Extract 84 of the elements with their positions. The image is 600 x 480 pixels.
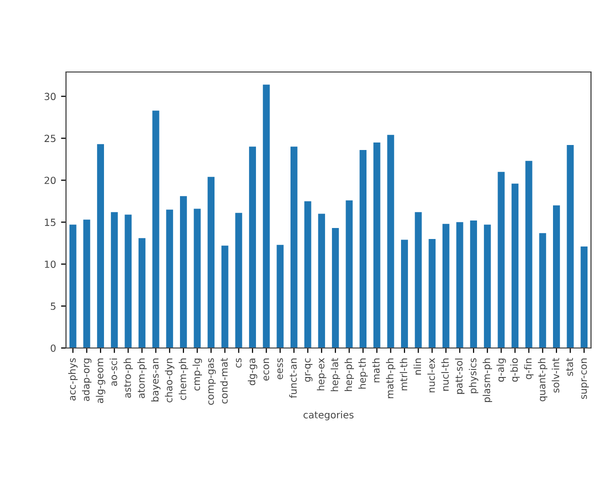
- bar: [525, 160, 532, 348]
- x-tick-label: patt-sol: [455, 358, 464, 394]
- bar: [401, 240, 408, 348]
- bar: [262, 84, 270, 348]
- x-tick-label: gr-qc: [305, 358, 312, 382]
- bar: [235, 212, 242, 348]
- x-tick-label: cmp-lg: [192, 358, 202, 391]
- x-tick-label: plasm-ph: [482, 358, 492, 402]
- x-tick-label: nucl-ex: [427, 358, 435, 392]
- bar: [442, 224, 450, 348]
- bar: [512, 184, 518, 348]
- x-tick-label: astro-ph: [123, 358, 133, 398]
- bar: [110, 212, 118, 348]
- x-tick-label: bayes-an: [151, 358, 161, 402]
- x-tick-label: q-bio: [510, 358, 520, 382]
- bar: [346, 200, 353, 348]
- bar: [180, 196, 187, 348]
- x-tick-label: hep-ph: [344, 358, 354, 391]
- x-tick-label: supr-con: [581, 358, 589, 399]
- x-tick-label: quant-ph: [538, 358, 548, 402]
- bar: [428, 238, 436, 348]
- x-tick-label: q-alg: [496, 358, 506, 382]
- bar: [360, 150, 366, 348]
- x-tick-label: math-ph: [386, 358, 396, 398]
- bar: [276, 244, 284, 348]
- bar: [166, 210, 174, 348]
- x-tick-label: hep-th: [358, 358, 368, 389]
- x-tick-label: hep-ex: [316, 358, 326, 390]
- x-tick-label: mtrl-th: [400, 358, 408, 390]
- x-tick-label: stat: [566, 358, 574, 376]
- bar: [318, 214, 326, 348]
- bar: [373, 142, 380, 348]
- bar: [194, 208, 201, 348]
- x-tick-label: dg-ga: [248, 358, 258, 386]
- bar: [304, 201, 312, 348]
- x-axis-title: categories: [304, 410, 354, 420]
- x-tick-label: nlin: [414, 358, 421, 375]
- bar: [470, 220, 478, 348]
- bar: [69, 224, 76, 348]
- bar: [97, 144, 104, 348]
- x-tick-label: q-fin: [524, 358, 534, 380]
- x-tick-label: ao-sci: [110, 358, 118, 386]
- x-tick-label: cond-mat: [220, 358, 228, 404]
- x-tick-label: econ: [264, 358, 270, 381]
- bar: [566, 144, 574, 348]
- y-tick-label: 15: [44, 218, 56, 226]
- y-tick-label: 5: [50, 302, 56, 310]
- bar: [332, 228, 339, 348]
- bar: [83, 220, 90, 348]
- bar: [484, 224, 491, 348]
- x-tick-label: acc-phys: [68, 358, 78, 400]
- bar: [138, 238, 146, 348]
- y-tick-label: 10: [44, 260, 56, 268]
- x-tick-label: adap-org: [82, 358, 92, 402]
- x-tick-label: comp-gas: [208, 358, 216, 405]
- x-tick-label: math: [372, 358, 380, 382]
- x-tick-label: nucl-th: [441, 358, 449, 391]
- y-tick-label: 0: [50, 344, 56, 352]
- bar: [152, 110, 160, 348]
- bar: [456, 222, 464, 348]
- x-tick-label: funct-an: [289, 358, 297, 398]
- bar: [414, 212, 422, 348]
- bar: [124, 214, 132, 348]
- x-tick-label: hep-lat: [330, 358, 340, 392]
- x-tick-label: solv-int: [552, 358, 560, 393]
- bar: [290, 146, 298, 348]
- bar: [539, 233, 546, 348]
- bar: [249, 146, 256, 348]
- x-tick-label: chao-dyn: [164, 358, 174, 402]
- x-tick-label: physics: [468, 358, 478, 394]
- y-tick-label: 20: [44, 176, 56, 184]
- x-tick-label: cs: [236, 358, 242, 368]
- bar: [553, 205, 560, 348]
- x-tick-label: alg-geom: [96, 358, 106, 404]
- x-tick-label: atom-ph: [137, 358, 147, 398]
- bar: [221, 246, 228, 348]
- bar: [387, 134, 394, 348]
- bar: [498, 172, 505, 348]
- bar: [580, 246, 588, 348]
- x-tick-label: chem-ph: [178, 358, 188, 400]
- bar: [208, 176, 215, 348]
- y-tick-label: 30: [44, 92, 56, 100]
- x-tick-label: eess: [277, 358, 283, 380]
- y-tick-label: 25: [44, 134, 56, 142]
